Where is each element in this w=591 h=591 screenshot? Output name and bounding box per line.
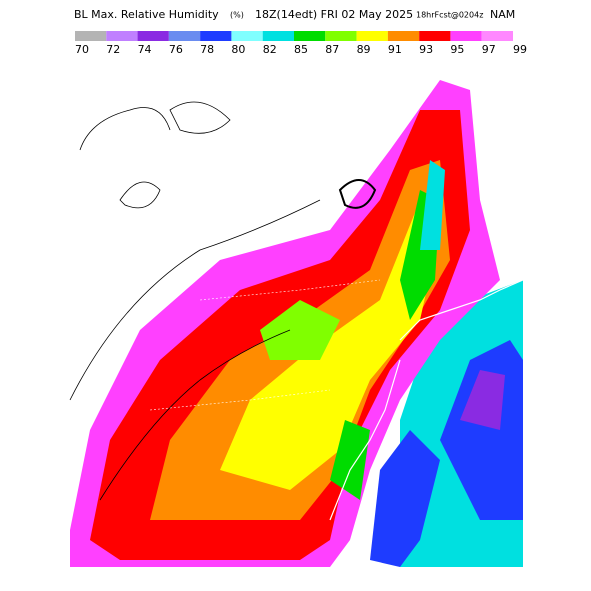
coastline <box>399 279 524 341</box>
colorbar-swatch <box>419 31 451 41</box>
title: BL Max. Relative Humidity <box>74 8 219 21</box>
colorbar-label: 87 <box>325 43 339 56</box>
colorbar-swatch <box>231 31 263 41</box>
colorbar-swatch <box>356 31 388 41</box>
map <box>65 73 524 567</box>
colorbar-swatch <box>106 31 138 41</box>
colorbar-label: 80 <box>231 43 245 56</box>
colorbar-swatch <box>294 31 326 41</box>
humidity-area <box>260 300 340 360</box>
forecast-info: 18hrFcst@0204z <box>416 11 483 20</box>
colorbar-swatch <box>262 31 294 41</box>
humidity-area <box>330 420 370 500</box>
state-border <box>149 279 381 411</box>
colorbar-swatch <box>387 31 420 41</box>
colorbar-label: 93 <box>419 43 433 56</box>
colorbar: 70 72 74 76 78 80 82 85 87 89 91 93 95 97 99 <box>75 31 527 56</box>
coastline <box>329 359 401 521</box>
colorbar-label: 70 <box>75 43 89 56</box>
contour <box>169 101 231 134</box>
colorbar-label: 85 <box>294 43 308 56</box>
humidity-area <box>220 200 440 490</box>
colorbar-label: 76 <box>169 43 183 56</box>
contour <box>119 181 161 209</box>
colorbar-label: 91 <box>388 43 402 56</box>
colorbar-swatch <box>481 31 513 41</box>
contour <box>338 179 377 209</box>
contour <box>79 107 171 151</box>
valid-time: 18Z(14edt) FRI 02 May 2025 <box>255 8 413 21</box>
colorbar-label: 89 <box>357 43 371 56</box>
model-name: NAM <box>490 8 515 21</box>
colorbar-label: 72 <box>106 43 120 56</box>
colorbar-swatch <box>137 31 169 41</box>
colorbar-label: 95 <box>450 43 464 56</box>
humidity-area <box>460 370 505 430</box>
colorbar-label: 82 <box>263 43 277 56</box>
colorbar-label: 78 <box>200 43 214 56</box>
humidity-area <box>420 160 445 250</box>
unit: (%) <box>230 11 244 20</box>
humidity-area <box>370 430 440 567</box>
colorbar-swatch <box>200 31 232 41</box>
colorbar-swatch <box>450 31 482 41</box>
colorbar-label: 97 <box>482 43 496 56</box>
contour <box>69 199 321 401</box>
contour <box>99 329 291 501</box>
colorbar-swatch <box>75 31 107 41</box>
colorbar-swatch <box>168 31 201 41</box>
colorbar-swatch <box>325 31 357 41</box>
colorbar-label: 74 <box>138 43 152 56</box>
colorbar-label: 99 <box>513 43 527 56</box>
